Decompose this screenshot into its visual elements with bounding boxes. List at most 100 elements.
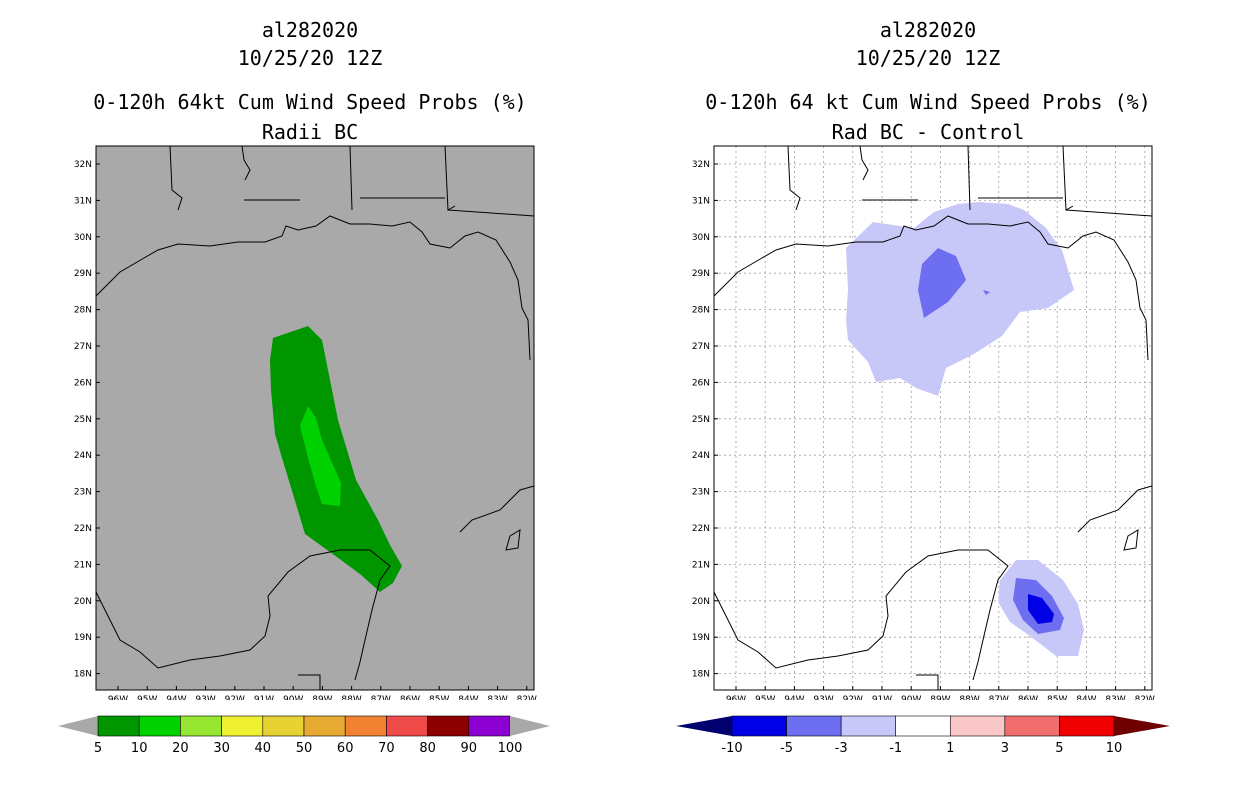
right-lon-labels: 96W 95W 94W 93W 92W 91W 90W 89W 88W 87W 86W 85W 84W 8… [726, 686, 1155, 700]
lat-label: 25N [692, 415, 710, 425]
lat-label: 23N [692, 488, 710, 498]
lon-label: 88W [959, 695, 979, 700]
left-colorbar-low-arrow [58, 716, 98, 736]
lat-label: 19N [74, 633, 92, 643]
left-colorbar-high-arrow [510, 716, 550, 736]
lon-label: 87W [371, 695, 391, 700]
lat-label: 30N [74, 233, 92, 243]
lon-label: 83W [1105, 695, 1125, 700]
lat-label: 24N [692, 451, 710, 461]
lat-label: 31N [692, 196, 710, 206]
lon-label: 89W [930, 695, 950, 700]
lon-label: 88W [341, 695, 361, 700]
lat-label: 27N [692, 342, 710, 352]
right-storm-id: al282020 [879, 18, 977, 42]
right-colorbar-low-arrow [676, 716, 732, 736]
right-lat-labels: 32N 31N 30N 29N 28N 27N 26N 25N 24N 23N 22N 21N 20N 1… [692, 160, 718, 680]
left-colorbar-labels: 5 10 20 30 40 50 60 70 80 90 100 [94, 741, 523, 756]
colorbar-label: 5 [94, 741, 102, 756]
colorbar-label: 40 [255, 741, 272, 756]
lon-label: 91W [872, 695, 892, 700]
lat-label: 30N [692, 233, 710, 243]
lon-label: 83W [487, 695, 507, 700]
colorbar-label: 3 [1001, 741, 1009, 756]
left-date: 10/25/20 12Z [237, 46, 383, 70]
colorbar-box [786, 715, 842, 737]
lon-label: 86W [400, 695, 420, 700]
lon-label: 89W [312, 695, 332, 700]
colorbar-box [949, 715, 1006, 737]
colorbar-label: -1 [889, 741, 902, 756]
colorbar-label: 1 [946, 741, 954, 756]
left-coastlines [96, 146, 534, 690]
colorbar-label: 70 [378, 741, 395, 756]
colorbar-label: 80 [419, 741, 436, 756]
lat-label: 32N [74, 160, 92, 170]
lon-label: 85W [429, 695, 449, 700]
lat-label: 21N [692, 560, 710, 570]
right-map-frame [713, 145, 1153, 691]
colorbar-box [97, 715, 140, 737]
left-map: 32N 31N 30N 29N 28N 27N 26N 25N 24N 23N 22N 21N 20N 1… [74, 145, 537, 700]
left-colorbar: 5 10 20 30 40 50 60 70 80 90 100 [58, 715, 550, 756]
lon-label: 94W [784, 695, 804, 700]
lat-label: 26N [692, 378, 710, 388]
colorbar-box [1004, 715, 1060, 737]
colorbar-label: 10 [131, 741, 148, 756]
right-title: 0-120h 64 kt Cum Wind Speed Probs (%) [705, 90, 1151, 114]
colorbar-box [180, 715, 222, 737]
colorbar-label: 50 [296, 741, 313, 756]
colorbar-box [303, 715, 346, 737]
lat-label: 19N [692, 633, 710, 643]
colorbar-box [468, 715, 511, 737]
colorbar-label: 60 [337, 741, 354, 756]
colorbar-label: 5 [1055, 741, 1063, 756]
lon-label: 90W [901, 695, 921, 700]
colorbar-box [386, 715, 428, 737]
right-colorbar-labels: -10 -5 -3 -1 1 3 5 10 [721, 741, 1122, 756]
lat-label: 22N [74, 524, 92, 534]
right-subtitle: Rad BC - Control [831, 120, 1025, 144]
right-gridlines [714, 146, 1152, 690]
lat-label: 31N [74, 196, 92, 206]
lat-label: 23N [74, 488, 92, 498]
right-diff-minus1-contour-north [846, 202, 1074, 396]
lon-label: 84W [458, 695, 478, 700]
colorbar-box [840, 715, 897, 737]
lon-label: 93W [195, 695, 215, 700]
lon-label: 94W [166, 695, 186, 700]
right-diff-minus3-spot [983, 290, 990, 295]
lat-label: 26N [74, 378, 92, 388]
lat-label: 18N [74, 670, 92, 680]
colorbar-box [262, 715, 305, 737]
right-colorbar-high-arrow [1114, 716, 1170, 736]
lon-label: 95W [755, 695, 775, 700]
right-diff-minus5-contour-south [1028, 594, 1054, 624]
lon-label: 91W [254, 695, 274, 700]
colorbar-label: 20 [172, 741, 189, 756]
colorbar-label: -3 [835, 741, 848, 756]
lat-label: 28N [692, 306, 710, 316]
lat-label: 29N [74, 269, 92, 279]
colorbar-label: 90 [461, 741, 478, 756]
colorbar-box [344, 715, 387, 737]
colorbar-box [427, 715, 470, 737]
lat-label: 24N [74, 451, 92, 461]
colorbar-box [221, 715, 264, 737]
left-storm-id: al282020 [261, 18, 359, 42]
lon-label: 90W [283, 695, 303, 700]
right-colorbar-boxes [731, 715, 1115, 737]
right-diff-minus3-contour-north [918, 248, 966, 318]
colorbar-label: 10 [1106, 741, 1123, 756]
lon-label: 96W [108, 695, 128, 700]
lon-label: 93W [813, 695, 833, 700]
colorbar-label: -5 [780, 741, 793, 756]
lon-label: 85W [1047, 695, 1067, 700]
left-colorbar-boxes [97, 715, 511, 737]
left-subtitle: Radii BC [261, 120, 359, 144]
lat-label: 32N [692, 160, 710, 170]
lon-label: 92W [225, 695, 245, 700]
lat-label: 29N [692, 269, 710, 279]
left-prob-10-contour [300, 406, 341, 506]
lon-label: 96W [726, 695, 746, 700]
